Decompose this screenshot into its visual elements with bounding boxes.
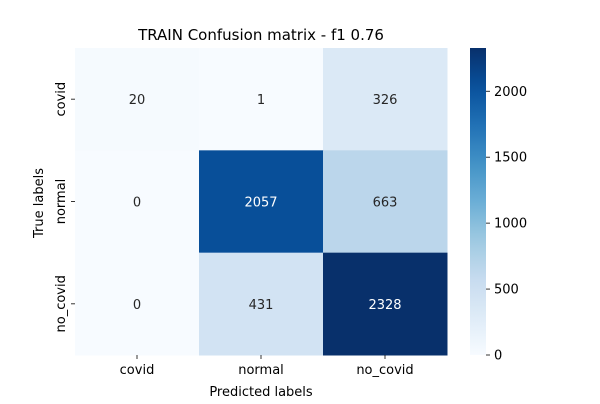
cell-value-label: 431 [249,298,274,313]
x-tick-label: no_covid [356,363,413,378]
heatmap-cell [323,252,448,356]
cell-value-label: 1 [257,93,265,108]
heatmap-cells: 20 1 326 0 2057 663 0 431 2328 [75,48,448,356]
heatmap-cell [199,48,324,151]
cell-value-label: 2328 [368,298,401,313]
y-axis-label: True labels [32,168,47,239]
heatmap-cell [199,150,324,254]
chart-title: TRAIN Confusion matrix - f1 0.76 [137,26,384,44]
cell-value-label: 663 [373,196,398,211]
x-tick-label: normal [238,363,284,378]
colorbar-tick-label: 0 [494,349,502,364]
colorbar: 0 500 1000 1500 2000 [470,48,527,364]
colorbar-tick-label: 1000 [494,217,527,232]
y-tick-label: normal [54,179,69,225]
cell-value-label: 326 [373,93,398,108]
y-tick-labels: covid normal no_covid [54,82,75,333]
heatmap-cell [323,150,448,254]
colorbar-gradient [470,48,486,355]
heatmap-cell [75,48,200,151]
cell-value-label: 20 [129,93,146,108]
heatmap-cell [199,252,324,356]
x-axis-label: Predicted labels [209,385,313,400]
colorbar-tick-label: 500 [494,283,519,298]
x-tick-labels: covid normal no_covid [120,355,414,378]
cell-value-label: 0 [133,196,141,211]
colorbar-tick-label: 2000 [494,85,527,100]
heatmap-cell [75,252,200,356]
cell-value-label: 2057 [244,196,277,211]
y-tick-label: covid [54,82,69,117]
y-tick-label: no_covid [54,275,69,332]
colorbar-tick-label: 1500 [494,151,527,166]
heatmap-cell [75,150,200,254]
x-tick-label: covid [120,363,155,378]
heatmap-cell [323,48,448,151]
cell-value-label: 0 [133,298,141,313]
